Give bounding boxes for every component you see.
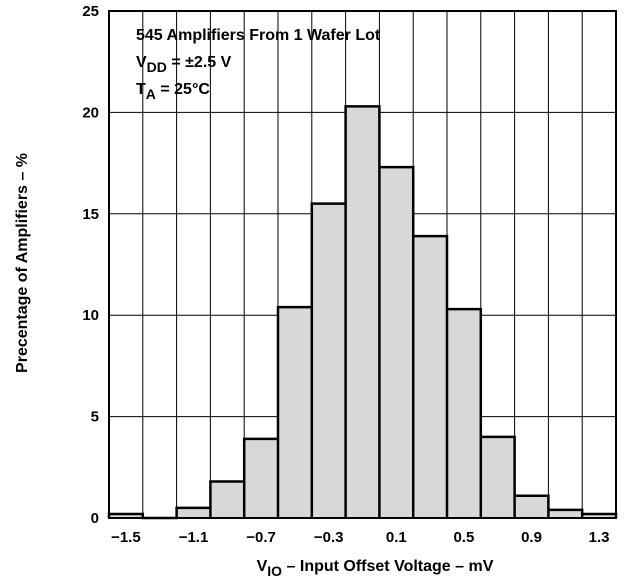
histogram-bar [548,509,583,518]
tick-labels: −1.5 −1.1 −0.7 −0.3 0.1 0.5 0.9 1.3 0 5 10 15 20 25 [82,3,609,546]
y-tick-label: 5 [91,409,99,426]
x-tick-label: −1.1 [179,529,209,546]
y-tick-label: 0 [91,510,99,527]
x-tick-label: −1.5 [111,529,141,546]
histogram-bar [447,309,481,518]
x-tick-label: 0.1 [386,529,407,546]
y-tick-label: 15 [82,206,99,223]
y-axis-title: Precentage of Amplifiers – % [14,153,31,373]
y-tick-label: 25 [82,3,99,20]
histogram-bar [480,436,515,518]
histogram-outline [107,105,618,520]
histogram-bar [413,236,447,518]
histogram-bar [311,203,346,518]
x-tick-label: −0.3 [314,529,344,546]
annotation-lot: 545 Amplifiers From 1 Wafer Lot [136,27,381,44]
x-tick-label: 1.3 [589,529,610,546]
plot-frame [108,10,617,519]
histogram-bar [244,438,278,518]
histogram-bars [107,105,618,520]
x-axis-title: VIO – Input Offset Voltage – mV [257,558,494,579]
annotation-temperature: TA = 25°C [136,81,210,102]
histogram-bar [278,307,312,518]
x-tick-label: −0.7 [246,529,276,546]
histogram-bar [514,495,549,518]
histogram-bar [109,513,143,518]
histogram-bar [210,481,245,518]
x-tick-label: 0.5 [453,529,474,546]
x-tick-label: 0.9 [521,529,542,546]
histogram-bar [176,507,211,518]
histogram-bar [345,106,380,518]
y-tick-label: 10 [82,307,99,324]
y-tick-label: 20 [82,104,99,121]
annotation-vdd: VDD = ±2.5 V [136,54,232,75]
histogram-bar [582,513,616,518]
histogram-bar [379,167,414,518]
